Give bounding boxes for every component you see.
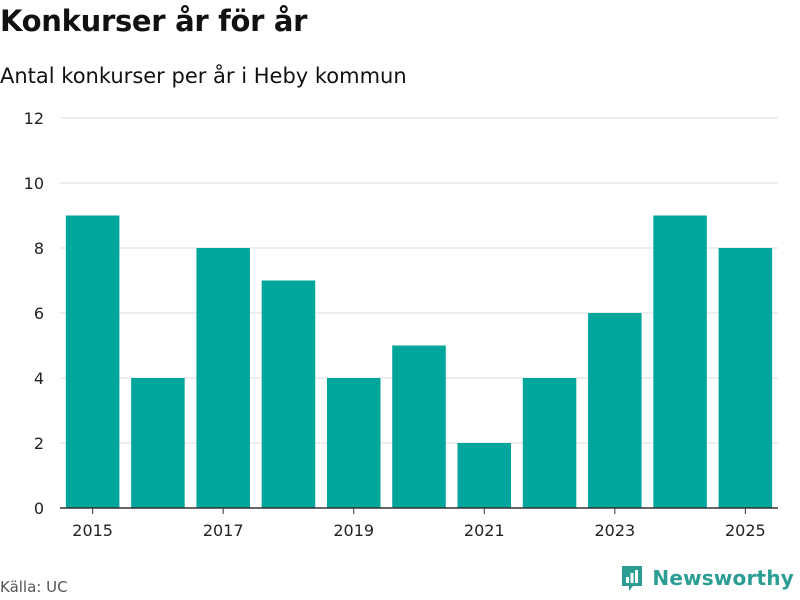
bar-2016	[131, 378, 185, 508]
chart-subtitle: Antal konkurser per år i Heby kommun	[0, 64, 407, 88]
source-label: Källa: UC	[0, 578, 68, 596]
bar-2019	[326, 378, 381, 508]
x-tick-label: 2019	[333, 521, 374, 540]
x-tick-label: 2023	[594, 521, 635, 540]
bar-2023	[588, 313, 642, 508]
bar-2015	[65, 215, 120, 508]
bar-2017	[196, 248, 250, 508]
chart-title: Konkurser år för år	[0, 4, 308, 38]
x-tick-label: 2025	[725, 521, 766, 540]
y-tick-label: 0	[34, 499, 44, 518]
bar-2018	[261, 280, 316, 508]
x-tick-label: 2017	[203, 521, 244, 540]
x-tick-label: 2021	[464, 521, 505, 540]
y-tick-label: 12	[24, 109, 44, 128]
x-tick-label: 2015	[72, 521, 113, 540]
bar-2024	[653, 215, 707, 508]
brand-logo: Newsworthy	[620, 564, 794, 592]
y-tick-label: 10	[24, 174, 44, 193]
y-tick-label: 8	[34, 239, 44, 258]
y-tick-label: 2	[34, 434, 44, 453]
bar-2021	[457, 443, 512, 508]
newsworthy-logo-icon	[622, 566, 643, 591]
y-tick-label: 4	[34, 369, 44, 388]
bar-2022	[522, 378, 577, 508]
y-tick-label: 6	[34, 304, 44, 323]
bar-2025	[718, 248, 773, 508]
bar-2020	[392, 345, 446, 508]
brand-name: Newsworthy	[652, 566, 794, 590]
